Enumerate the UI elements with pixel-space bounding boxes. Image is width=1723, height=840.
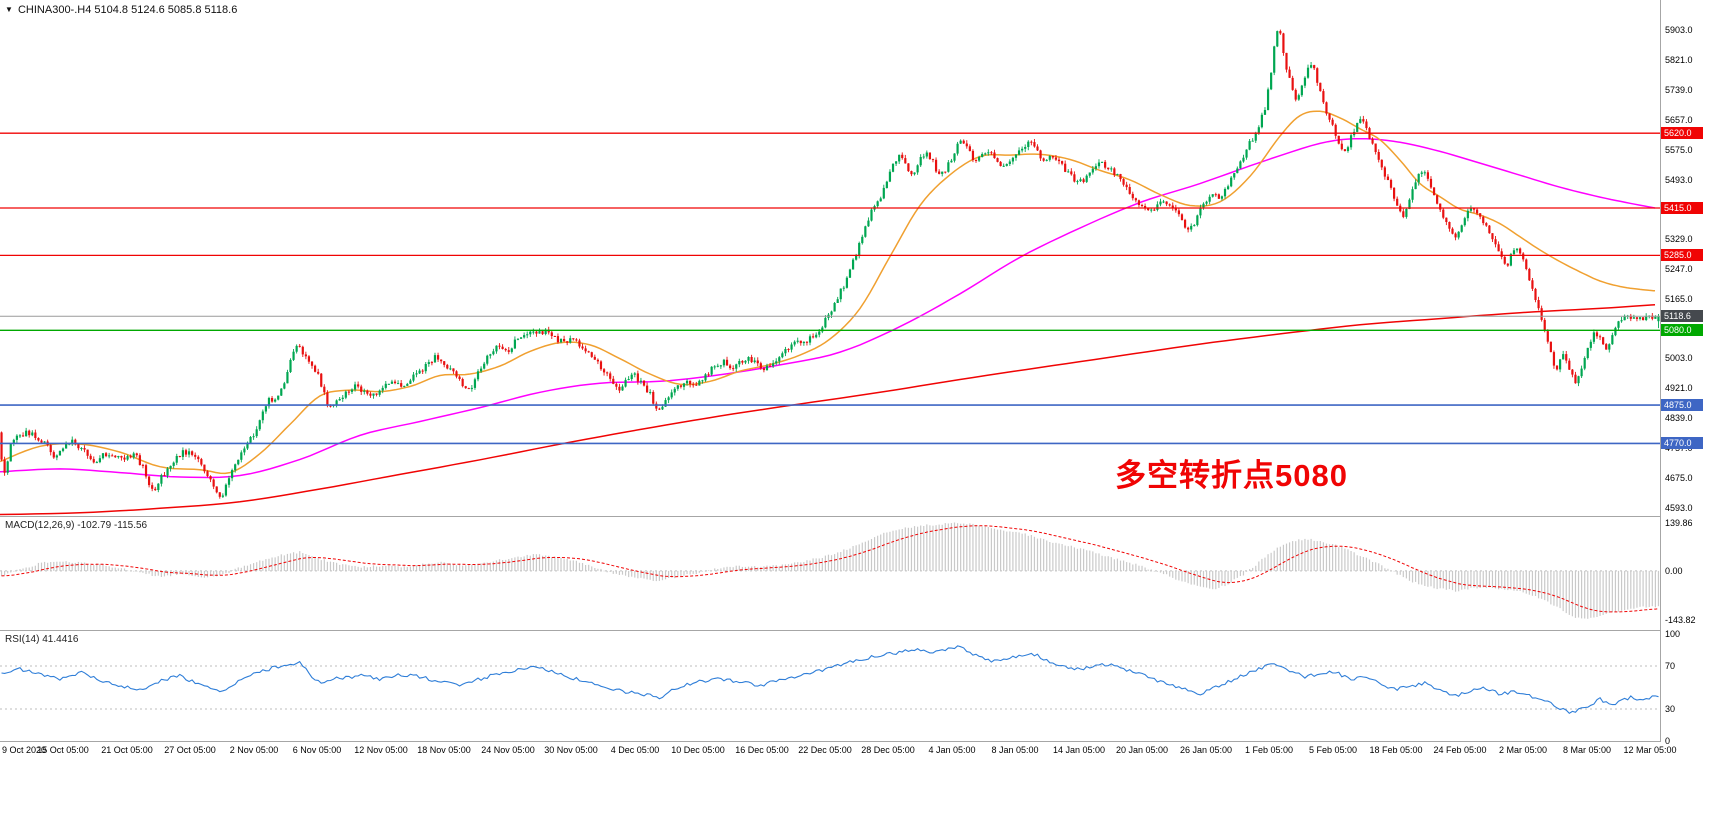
rsi-axis-tick: 100 — [1665, 629, 1681, 639]
price-axis-tick: 4839.0 — [1665, 413, 1693, 423]
price-badge: 4875.0 — [1661, 399, 1703, 411]
rsi-axis-tick: 30 — [1665, 704, 1676, 714]
time-axis-label: 1 Feb 05:00 — [1244, 745, 1294, 755]
rsi-axis-tick: 0 — [1665, 736, 1671, 746]
macd-signal-line — [1, 525, 1659, 613]
panel-separator[interactable] — [0, 741, 1723, 742]
time-axis-label: 8 Mar 05:00 — [1562, 745, 1612, 755]
price-axis-tick: 5493.0 — [1665, 175, 1693, 185]
rsi-indicator-area[interactable] — [0, 631, 1660, 741]
price-axis-tick: 5329.0 — [1665, 234, 1693, 244]
time-axis[interactable]: 9 Oct 2020 15 Oct 05:00 21 Oct 05:00 27 Oct… — [0, 742, 1723, 762]
time-axis-label: 2 Mar 05:00 — [1498, 745, 1548, 755]
ma_mid-line — [0, 137, 1656, 479]
time-axis-label: 14 Jan 05:00 — [1052, 745, 1106, 755]
price-axis-tick: 5003.0 — [1665, 353, 1693, 363]
time-axis-label: 2 Nov 05:00 — [229, 745, 279, 755]
price-badge: 5620.0 — [1661, 127, 1703, 139]
time-axis-label: 27 Oct 05:00 — [164, 745, 216, 755]
macd-axis-tick: 139.86 — [1665, 518, 1693, 528]
price-axis[interactable]: 5903.05821.05739.05657.05575.05493.05411… — [1660, 0, 1723, 746]
time-axis-label: 18 Feb 05:00 — [1369, 745, 1423, 755]
macd-indicator-area[interactable] — [0, 517, 1660, 630]
price-axis-tick: 5165.0 — [1665, 294, 1693, 304]
price-axis-tick: 5821.0 — [1665, 55, 1693, 65]
ohlc-values: 5104.8 5124.6 5085.8 5118.6 — [94, 4, 238, 16]
time-axis-label: 24 Feb 05:00 — [1433, 745, 1487, 755]
time-axis-label: 4 Dec 05:00 — [610, 745, 660, 755]
rsi-line — [1, 645, 1659, 714]
price-axis-tick: 5739.0 — [1665, 85, 1693, 95]
ma_fast-line — [0, 110, 1656, 475]
time-axis-label: 26 Jan 05:00 — [1179, 745, 1233, 755]
time-axis-label: 5 Feb 05:00 — [1308, 745, 1358, 755]
price-badge: 4770.0 — [1661, 437, 1703, 449]
price-axis-tick: 4675.0 — [1665, 473, 1693, 483]
time-axis-label: 30 Nov 05:00 — [544, 745, 598, 755]
time-axis-label: 28 Dec 05:00 — [861, 745, 915, 755]
time-axis-label: 12 Mar 05:00 — [1623, 745, 1677, 755]
rsi-axis-tick: 70 — [1665, 661, 1676, 671]
candles — [0, 29, 1660, 499]
symbol-ohlc-bar: ▼ CHINA300-.H4 5104.8 5124.6 5085.8 5118… — [5, 4, 237, 16]
macd-label: MACD(12,26,9) -102.79 -115.56 — [5, 520, 148, 531]
price-axis-tick: 5657.0 — [1665, 115, 1693, 125]
time-axis-label: 9 Oct 2020 — [2, 745, 47, 755]
price-badge: 5415.0 — [1661, 202, 1703, 214]
annotation-text[interactable]: 多空转折点5080 — [1115, 458, 1348, 493]
time-axis-label: 6 Nov 05:00 — [292, 745, 342, 755]
time-axis-label: 15 Oct 05:00 — [37, 745, 89, 755]
price-badge: 5118.6 — [1661, 310, 1703, 322]
price-chart-area[interactable] — [0, 0, 1660, 516]
symbol-dropdown-icon[interactable]: ▼ — [5, 5, 13, 14]
price-axis-tick: 5903.0 — [1665, 25, 1693, 35]
price-axis-tick: 4921.0 — [1665, 383, 1693, 393]
macd-histogram — [0, 522, 1660, 619]
ma_slow-line — [0, 303, 1656, 516]
time-axis-label: 4 Jan 05:00 — [928, 745, 976, 755]
price-badge: 5285.0 — [1661, 249, 1703, 261]
panel-separator[interactable] — [0, 630, 1723, 631]
rsi-label: RSI(14) 41.4416 — [5, 634, 79, 645]
time-axis-label: 10 Dec 05:00 — [671, 745, 725, 755]
panel-separator[interactable] — [0, 516, 1723, 517]
time-axis-label: 12 Nov 05:00 — [354, 745, 408, 755]
time-axis-label: 24 Nov 05:00 — [481, 745, 535, 755]
macd-axis-tick: -143.82 — [1665, 615, 1696, 625]
symbol-name: CHINA300-.H4 — [17, 4, 92, 16]
time-axis-label: 18 Nov 05:00 — [417, 745, 471, 755]
price-axis-tick: 5575.0 — [1665, 145, 1693, 155]
time-axis-label: 22 Dec 05:00 — [798, 745, 852, 755]
macd-axis-tick: 0.00 — [1665, 566, 1683, 576]
price-axis-tick: 5247.0 — [1665, 264, 1693, 274]
time-axis-label: 21 Oct 05:00 — [101, 745, 153, 755]
time-axis-label: 20 Jan 05:00 — [1115, 745, 1169, 755]
price-badge: 5080.0 — [1661, 324, 1703, 336]
time-axis-label: 8 Jan 05:00 — [991, 745, 1039, 755]
time-axis-label: 16 Dec 05:00 — [735, 745, 789, 755]
price-axis-tick: 4593.0 — [1665, 503, 1693, 513]
